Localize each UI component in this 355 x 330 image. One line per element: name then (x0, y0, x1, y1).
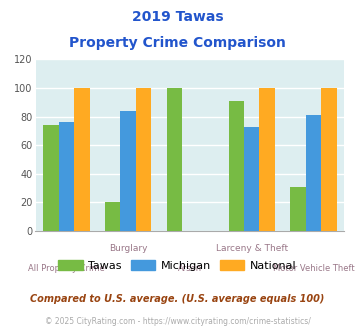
Text: Motor Vehicle Theft: Motor Vehicle Theft (273, 264, 354, 273)
Bar (136, 88, 151, 231)
Bar (105, 202, 120, 231)
Text: © 2025 CityRating.com - https://www.cityrating.com/crime-statistics/: © 2025 CityRating.com - https://www.city… (45, 317, 310, 326)
Bar (167, 88, 182, 231)
Text: Compared to U.S. average. (U.S. average equals 100): Compared to U.S. average. (U.S. average … (30, 294, 325, 304)
Text: 2019 Tawas: 2019 Tawas (132, 10, 223, 24)
Legend: Tawas, Michigan, National: Tawas, Michigan, National (59, 260, 296, 271)
Bar (306, 115, 321, 231)
Text: Burglary: Burglary (109, 244, 147, 253)
Bar (59, 122, 74, 231)
Bar (229, 101, 244, 231)
Bar (43, 125, 59, 231)
Bar (74, 88, 89, 231)
Text: Arson: Arson (178, 264, 202, 273)
Text: Property Crime Comparison: Property Crime Comparison (69, 36, 286, 50)
Bar (321, 88, 337, 231)
Bar (120, 111, 136, 231)
Bar (260, 88, 275, 231)
Bar (290, 187, 306, 231)
Text: Larceny & Theft: Larceny & Theft (215, 244, 288, 253)
Bar (244, 127, 260, 231)
Text: All Property Crime: All Property Crime (28, 264, 105, 273)
